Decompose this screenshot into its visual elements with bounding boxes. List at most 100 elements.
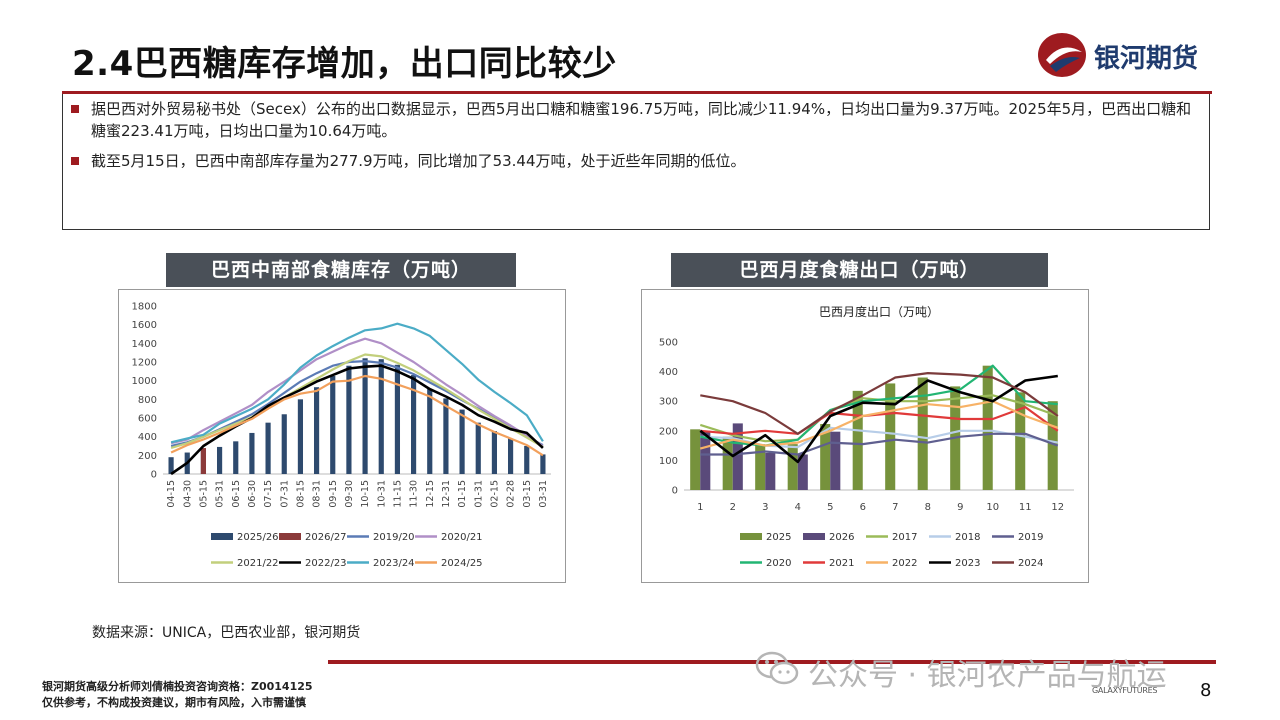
x-tick-label: 06-30 [247, 480, 258, 508]
bar-2025 [852, 390, 863, 490]
bar-2025/26 [410, 375, 417, 474]
x-tick-label: 02-15 [489, 480, 500, 508]
left-chart-title: 巴西中南部食糖库存（万吨） [166, 253, 516, 287]
x-tick-label: 08-31 [312, 480, 323, 508]
right-chart-title: 巴西月度食糖出口（万吨） [671, 253, 1048, 287]
legend-label: 2019/20 [373, 532, 415, 543]
bar-2025/26 [394, 364, 401, 474]
x-tick-label: 02-28 [506, 480, 517, 508]
x-tick-label: 5 [827, 502, 833, 513]
bar-2025/26 [427, 389, 433, 474]
x-tick-label: 08-15 [295, 480, 306, 508]
line-2023 [699, 374, 1058, 464]
y-tick-label: 1400 [132, 339, 157, 350]
x-tick-label: 05-15 [198, 480, 209, 508]
legend-label: 2023 [955, 558, 980, 569]
y-tick-label: 500 [659, 338, 678, 349]
legend-label: 2020/21 [441, 532, 483, 543]
bar-2025/26 [297, 399, 304, 474]
legend-label: 2023/24 [373, 558, 415, 569]
line-2022 [700, 400, 1059, 450]
bullet-text: 据巴西对外贸易秘书处（Secex）公布的出口数据显示，巴西5月出口糖和糖蜜196… [91, 100, 1192, 140]
x-tick-label: 8 [925, 502, 931, 513]
legend-label: 2022 [892, 558, 917, 569]
x-tick-label: 3 [762, 502, 768, 513]
data-source: 数据来源：UNICA，巴西农业部，银河期货 [92, 625, 361, 641]
x-tick-label: 12 [1051, 502, 1064, 513]
inventory-chart-frame: 0 200 400 600 800 1000 1200 1400 1600 1800 04-15 04… [118, 289, 566, 583]
line-2021 [700, 406, 1059, 435]
legend-label: 2026 [829, 532, 854, 543]
legend-swatch [803, 533, 825, 540]
bar-2025/26 [524, 446, 530, 474]
bullet-square-icon [71, 105, 79, 113]
x-tick-label: 01-15 [457, 480, 468, 508]
x-tick-label: 9 [957, 502, 963, 513]
title-divider [62, 91, 1212, 94]
x-tick-label: 7 [892, 502, 898, 513]
bar-2025 [1015, 392, 1026, 490]
legend-label: 2021 [829, 558, 854, 569]
legend-label: 2022/23 [305, 558, 347, 569]
y-tick-label: 0 [151, 470, 157, 481]
y-tick-label: 1600 [132, 320, 157, 331]
x-tick-label: 06-15 [231, 480, 242, 508]
bar-2026 [797, 454, 808, 490]
watermark-text: 公众号 · 银河农产品与航运 [808, 658, 1167, 693]
page-title: 2.4巴西糖库存增加，出口同比较少 [72, 44, 617, 84]
x-tick-label: 09-30 [344, 480, 355, 508]
line-2022/23 [170, 364, 544, 476]
x-tick-label: 04-15 [166, 480, 177, 508]
y-tick-label: 100 [659, 456, 678, 467]
line-2019/20 [170, 360, 544, 448]
line-2020/21 [170, 337, 544, 447]
y-tick-label: 800 [138, 395, 157, 406]
x-tick-label: 12-15 [425, 480, 436, 508]
export-chart-frame: 巴西月度出口（万吨） 0 100 200 300 400 500 1 2 3 4 5 6 7 8 9 10 11 1… [641, 289, 1089, 583]
brand-logo: 银河期货 [1036, 30, 1236, 80]
y-tick-label: 0 [672, 486, 678, 497]
bar-2026/27 [200, 448, 207, 474]
x-tick-label: 09-15 [328, 480, 339, 508]
x-tick-label: 4 [795, 502, 801, 513]
line-2024/25 [170, 374, 544, 457]
summary-box: 据巴西对外贸易秘书处（Secex）公布的出口数据显示，巴西5月出口糖和糖蜜196… [62, 94, 1210, 230]
galaxy-label: GALAXYFUTURES [1092, 686, 1158, 695]
x-tick-label: 6 [860, 502, 866, 513]
bar-2025/26 [249, 432, 255, 474]
footer-divider [328, 660, 1216, 664]
bar-2025/26 [475, 422, 481, 474]
line-2023/24 [170, 322, 544, 444]
line-2021/22 [170, 353, 544, 449]
bar-2026 [732, 423, 743, 490]
x-tick-label: 10 [986, 502, 999, 513]
wechat-icon [755, 651, 799, 685]
legend-swatch [740, 533, 762, 540]
bar-2026 [765, 453, 776, 490]
risk-disclaimer: 仅供参考，不构成投资建议，期市有风险，入市需谨慎 [42, 696, 306, 709]
bar-2025 [982, 365, 993, 490]
inventory-chart: 0 200 400 600 800 1000 1200 1400 1600 1800 04-15 04… [132, 302, 551, 569]
x-tick-label: 11-15 [392, 480, 403, 508]
bar-2025/26 [313, 387, 320, 474]
y-tick-label: 1000 [132, 376, 157, 387]
bar-2025 [917, 377, 928, 490]
bar-2025 [1047, 401, 1058, 490]
bar-2025/26 [378, 359, 384, 474]
x-tick-label: 11 [1019, 502, 1032, 513]
y-tick-label: 1200 [132, 358, 157, 369]
legend-swatch [211, 533, 233, 540]
x-tick-label: 07-31 [279, 480, 290, 508]
x-tick-label: 04-30 [182, 480, 193, 508]
bullet-square-icon [71, 157, 79, 165]
legend-label: 2021/22 [237, 558, 279, 569]
bar-2025/26 [362, 358, 368, 474]
line-2024 [700, 372, 1059, 435]
bar-2025/26 [540, 454, 546, 474]
bar-2025 [690, 429, 701, 490]
x-tick-label: 10-31 [376, 480, 387, 508]
bar-2026 [830, 431, 841, 490]
y-tick-label: 400 [659, 367, 678, 378]
bullet-item: 截至5月15日，巴西中南部库存量为277.9万吨，同比增加了53.44万吨，处于… [71, 150, 1196, 172]
x-tick-label: 03-31 [538, 480, 549, 508]
